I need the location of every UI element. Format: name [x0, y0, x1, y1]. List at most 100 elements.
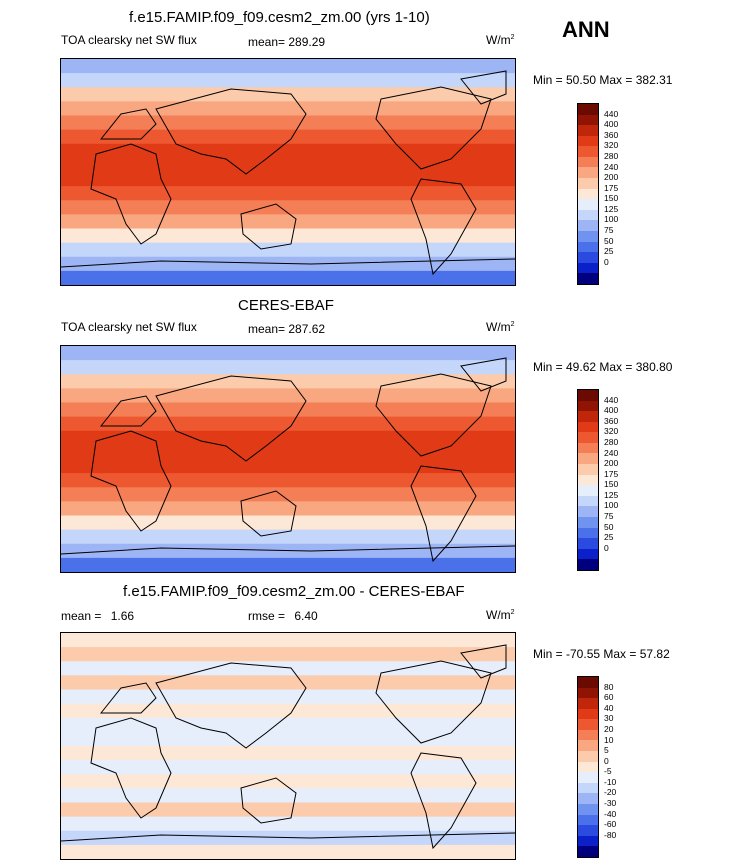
season-label: ANN — [562, 17, 610, 42]
coastline — [410, 178, 477, 276]
map-field-band — [61, 402, 515, 418]
colorbar-swatch — [578, 814, 598, 826]
map-field-band — [61, 515, 515, 531]
map-field-band — [61, 830, 515, 846]
colorbar-swatch — [578, 559, 598, 570]
colorbar-swatch — [578, 230, 598, 242]
map-field-band — [61, 172, 515, 188]
panel1-map — [60, 58, 516, 286]
panel1-colorbar — [577, 103, 599, 285]
colorbar-tick-label: 80 — [604, 681, 614, 692]
colorbar-swatch — [578, 846, 598, 857]
map-field-band — [61, 228, 515, 244]
colorbar-swatch — [578, 178, 598, 189]
coastline — [61, 545, 515, 555]
colorbar-tick-label: -30 — [604, 798, 617, 809]
map-field-band — [61, 214, 515, 230]
coastline — [90, 143, 172, 245]
colorbar-swatch — [578, 825, 598, 836]
coastline — [375, 86, 492, 170]
colorbar-swatch — [578, 135, 598, 147]
map-field-band — [61, 717, 515, 733]
colorbar-swatch — [578, 548, 598, 560]
colorbar-tick-label: 150 — [604, 479, 619, 490]
colorbar-swatch — [578, 708, 598, 720]
colorbar-swatch — [578, 761, 598, 773]
colorbar-swatch — [578, 188, 598, 200]
colorbar-swatch — [578, 400, 598, 412]
colorbar-tick-label: -5 — [604, 766, 612, 777]
colorbar-tick-label: 360 — [604, 129, 619, 140]
map-field-band — [61, 487, 515, 503]
map-field-band — [61, 256, 515, 272]
colorbar-tick-label: 280 — [604, 150, 619, 161]
colorbar-swatch — [578, 167, 598, 179]
colorbar-tick-label: -10 — [604, 776, 617, 787]
panel2-map-svg — [61, 346, 515, 572]
colorbar-tick-label: 75 — [604, 225, 614, 236]
panel3-mean-label: mean = — [61, 609, 102, 623]
map-field-band — [61, 731, 515, 747]
colorbar-swatch — [578, 803, 598, 815]
panel1-map-svg — [61, 59, 515, 285]
colorbar-swatch — [578, 220, 598, 231]
map-field-band — [61, 388, 515, 404]
colorbar-swatch — [578, 495, 598, 507]
map-field-band — [61, 816, 515, 832]
colorbar-swatch — [578, 432, 598, 443]
map-field-band — [61, 360, 515, 376]
colorbar-swatch — [578, 698, 598, 709]
map-field-band — [61, 73, 515, 89]
colorbar-tick-label: 125 — [604, 203, 619, 214]
map-field-band — [61, 647, 515, 663]
colorbar-swatch — [578, 273, 598, 284]
panel2-units-text: W/m — [486, 320, 511, 334]
panel2-units: W/m2 — [486, 320, 515, 334]
colorbar-tick-label: 360 — [604, 415, 619, 426]
colorbar-swatch — [578, 772, 598, 783]
panel1-units-text: W/m — [486, 33, 511, 47]
map-field-band — [61, 157, 515, 173]
coastline — [90, 430, 172, 532]
panel1-variable: TOA clearsky net SW flux — [61, 33, 197, 47]
coastline — [90, 717, 172, 819]
colorbar-swatch — [578, 538, 598, 549]
map-field-band — [61, 529, 515, 545]
colorbar-tick-label: 150 — [604, 193, 619, 204]
colorbar-tick-label: 50 — [604, 235, 614, 246]
panel3-rmse: rmse = 6.40 — [248, 609, 318, 623]
map-field-band — [61, 675, 515, 691]
colorbar-swatch — [578, 241, 598, 253]
colorbar-tick-label: 400 — [604, 119, 619, 130]
colorbar-tick-label: 0 — [604, 256, 609, 267]
map-field-band — [61, 689, 515, 705]
colorbar-swatch — [578, 793, 598, 804]
map-field-band — [61, 844, 515, 859]
colorbar-swatch — [578, 390, 598, 401]
colorbar-swatch — [578, 740, 598, 752]
coastline — [240, 203, 297, 250]
map-field-band — [61, 59, 515, 75]
panel2-mean-label: mean= — [248, 322, 286, 336]
coastline — [240, 490, 297, 537]
colorbar-swatch — [578, 453, 598, 465]
colorbar-swatch — [578, 729, 598, 741]
coastline — [155, 88, 307, 175]
panel3-mean-value: 1.66 — [110, 609, 135, 623]
coastline — [410, 465, 477, 563]
panel3-units-text: W/m — [486, 608, 511, 622]
colorbar-swatch — [578, 209, 598, 221]
map-field-band — [61, 346, 515, 362]
colorbar-tick-label: -20 — [604, 787, 617, 798]
panel3-rmse-label: rmse = — [248, 609, 286, 623]
colorbar-tick-label: 125 — [604, 489, 619, 500]
colorbar-tick-label: 400 — [604, 405, 619, 416]
map-field-band — [61, 661, 515, 677]
panel3-map — [60, 632, 516, 860]
coastline — [155, 375, 307, 462]
colorbar-tick-label: 10 — [604, 734, 614, 745]
panel3-minmax: Min = -70.55 Max = 57.82 — [533, 647, 670, 661]
colorbar-tick-label: 25 — [604, 532, 614, 543]
colorbar-swatch — [578, 485, 598, 496]
colorbar-swatch — [578, 262, 598, 274]
